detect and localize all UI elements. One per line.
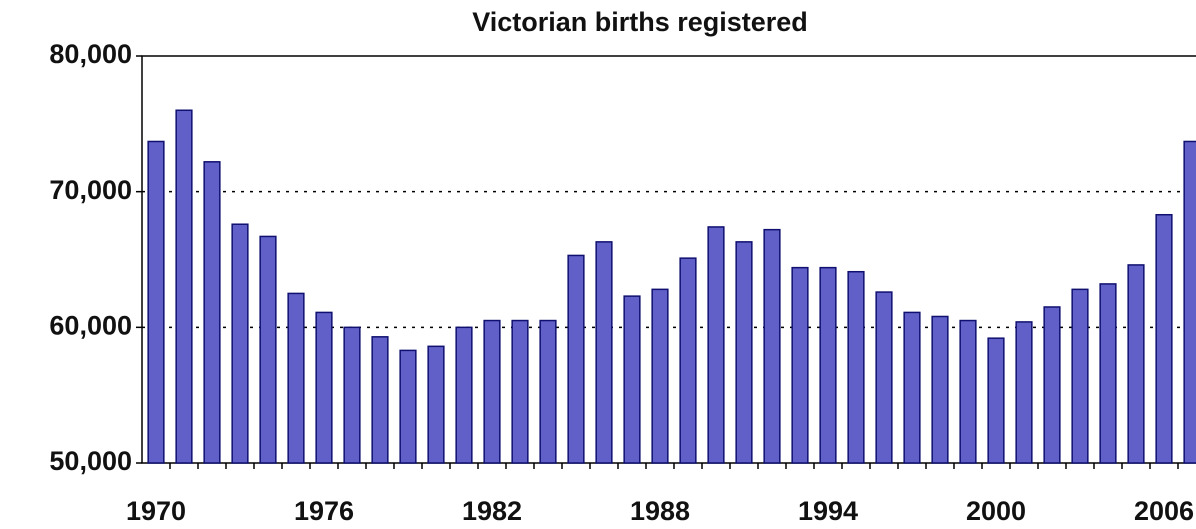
bar: [847, 270, 865, 464]
x-tick-label: 1976: [294, 496, 354, 526]
bar: [735, 241, 753, 464]
bar: [1099, 283, 1117, 464]
bar: [231, 223, 249, 464]
bar: [875, 291, 893, 464]
bar: [315, 311, 333, 464]
bar: [679, 257, 697, 464]
bar: [623, 295, 641, 464]
bar: [791, 266, 809, 464]
bar: [707, 226, 725, 464]
bar: [1015, 321, 1033, 464]
bar: [483, 319, 501, 464]
x-tick-label: 2000: [966, 496, 1026, 526]
bar: [147, 140, 165, 464]
bar: [1127, 264, 1145, 464]
bar: [371, 336, 389, 464]
bar: [595, 241, 613, 464]
y-tick-label: 80,000: [49, 39, 132, 69]
bar: [959, 319, 977, 464]
bar: [1155, 213, 1173, 464]
x-tick-label: 2006: [1134, 496, 1194, 526]
bar: [203, 161, 221, 464]
chart-title: Victorian births registered: [472, 7, 808, 37]
bar: [539, 319, 557, 464]
bar: [259, 235, 277, 464]
bar: [343, 326, 361, 464]
bar: [987, 337, 1005, 464]
y-tick-label: 70,000: [49, 175, 132, 205]
bar: [1043, 306, 1061, 464]
bar: [399, 349, 417, 464]
x-tick-label: 1994: [798, 496, 858, 526]
bar: [1183, 140, 1196, 464]
bar: [819, 266, 837, 464]
bar: [175, 109, 193, 464]
bar: [903, 311, 921, 464]
y-tick-label: 60,000: [49, 310, 132, 340]
x-tick-label: 1988: [630, 496, 690, 526]
bar: [931, 315, 949, 464]
bar: [763, 228, 781, 464]
x-tick-label: 1982: [462, 496, 522, 526]
bar: [427, 345, 445, 464]
bar: [455, 326, 473, 464]
bar: [511, 319, 529, 464]
bar: [651, 288, 669, 464]
bar: [1071, 288, 1089, 464]
bar: [287, 292, 305, 464]
bar: [567, 254, 585, 464]
y-tick-label: 50,000: [49, 446, 132, 476]
x-tick-label: 1970: [126, 496, 186, 526]
